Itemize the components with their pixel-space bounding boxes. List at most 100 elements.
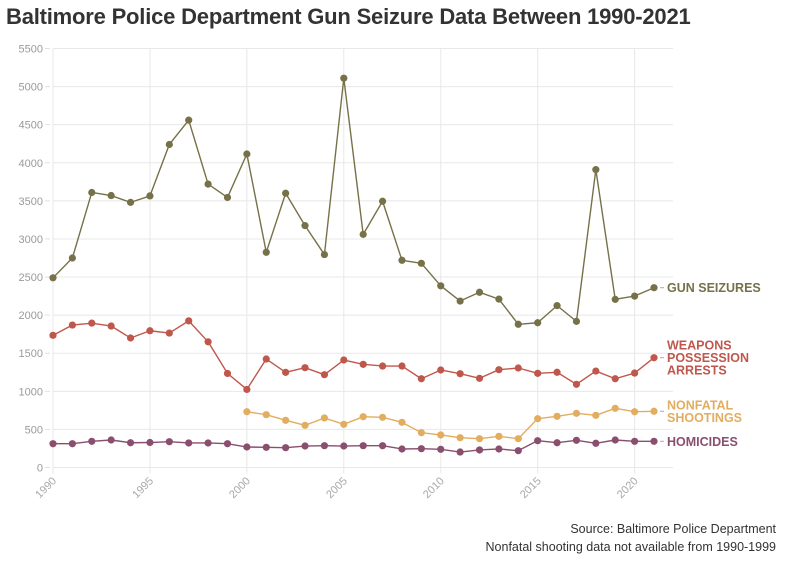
- series-end-label: GUN SEIZURES: [667, 281, 761, 295]
- data-point: [650, 354, 658, 362]
- y-tick-label: 2000: [19, 310, 43, 322]
- data-point: [320, 250, 329, 259]
- data-point: [398, 445, 406, 453]
- data-point: [572, 409, 581, 417]
- y-tick-label: 0: [37, 463, 43, 475]
- series-homicides: [49, 436, 658, 456]
- data-point: [514, 435, 522, 443]
- data-point: [631, 408, 639, 416]
- data-point: [359, 230, 367, 238]
- series-end-label: WEAPONS: [667, 339, 732, 353]
- data-point: [437, 445, 445, 453]
- data-point: [572, 380, 581, 388]
- series-weapons-possession-arrests: [49, 317, 658, 394]
- x-tick-label: 2005: [324, 475, 350, 501]
- data-point: [572, 436, 581, 444]
- series-end-label: HOMICIDES: [667, 435, 738, 449]
- data-point: [553, 412, 561, 420]
- gridlines: [52, 48, 673, 474]
- series-end-label: NONFATAL: [667, 399, 734, 413]
- data-point: [437, 282, 445, 290]
- data-point: [126, 198, 135, 206]
- data-point: [146, 327, 154, 335]
- data-point: [553, 439, 561, 447]
- data-point: [223, 440, 232, 448]
- data-point: [320, 371, 329, 379]
- data-point: [417, 375, 425, 383]
- data-point: [553, 368, 561, 376]
- y-tick-label: 1000: [19, 386, 43, 398]
- data-point: [262, 248, 270, 256]
- data-point: [301, 222, 309, 230]
- data-point: [282, 189, 290, 197]
- data-point: [572, 317, 581, 325]
- data-point: [592, 166, 600, 174]
- series-gun-seizures: [49, 74, 658, 328]
- data-point: [437, 431, 445, 439]
- data-point: [185, 116, 193, 124]
- data-point: [417, 259, 425, 267]
- data-point: [534, 369, 542, 377]
- x-tick-label: 2015: [518, 475, 544, 501]
- data-point: [534, 319, 542, 327]
- data-point: [68, 254, 76, 262]
- x-tick-label: 2010: [421, 475, 447, 501]
- chart-title: Baltimore Police Department Gun Seizure …: [6, 4, 691, 29]
- data-point: [282, 416, 290, 424]
- data-point: [475, 288, 484, 296]
- data-point: [165, 329, 173, 337]
- data-point: [631, 369, 639, 377]
- data-point: [262, 443, 270, 451]
- data-note-line: Nonfatal shooting data not available fro…: [485, 540, 776, 554]
- data-point: [262, 411, 270, 419]
- series-line: [52, 320, 655, 391]
- data-point: [475, 446, 484, 454]
- data-point: [456, 297, 464, 305]
- y-tick-label: 1500: [19, 348, 43, 360]
- x-tick-label: 2000: [227, 475, 253, 501]
- data-point: [107, 436, 115, 444]
- data-point: [204, 180, 212, 188]
- data-point: [301, 364, 309, 372]
- data-point: [631, 292, 639, 300]
- data-point: [320, 442, 329, 450]
- data-point: [475, 374, 484, 382]
- data-point: [340, 420, 348, 428]
- y-tick-label: 4000: [19, 158, 43, 170]
- data-point: [49, 331, 57, 339]
- data-point: [359, 360, 367, 368]
- data-point: [340, 356, 348, 364]
- data-point: [88, 319, 96, 327]
- data-point: [495, 295, 503, 303]
- data-point: [107, 322, 115, 330]
- data-point: [611, 436, 619, 444]
- y-tick-label: 2500: [19, 272, 43, 284]
- x-axis: 1990 1995 2000 2005 2010 2015 2020: [33, 475, 640, 501]
- data-point: [359, 442, 367, 450]
- data-point: [88, 188, 96, 197]
- series-end-label: POSSESSION: [667, 351, 749, 365]
- data-point: [88, 437, 96, 445]
- data-point: [650, 437, 658, 445]
- data-point: [650, 407, 658, 415]
- data-point: [592, 367, 600, 375]
- series: [49, 74, 658, 456]
- data-point: [495, 432, 503, 440]
- series-end-label: SHOOTINGS: [667, 411, 742, 425]
- series-line: [246, 407, 655, 440]
- data-point: [514, 447, 522, 455]
- x-tick-label: 1990: [33, 475, 59, 501]
- data-point: [592, 411, 600, 419]
- data-point: [534, 415, 542, 423]
- data-point: [126, 439, 135, 447]
- data-point: [340, 74, 348, 82]
- data-point: [320, 414, 329, 422]
- y-tick-label: 5000: [19, 82, 43, 94]
- series-end-label: ARRESTS: [667, 364, 727, 378]
- data-point: [165, 140, 173, 149]
- data-point: [611, 375, 619, 383]
- data-point: [223, 193, 232, 202]
- data-point: [378, 413, 387, 421]
- data-point: [185, 439, 193, 447]
- data-point: [456, 448, 464, 456]
